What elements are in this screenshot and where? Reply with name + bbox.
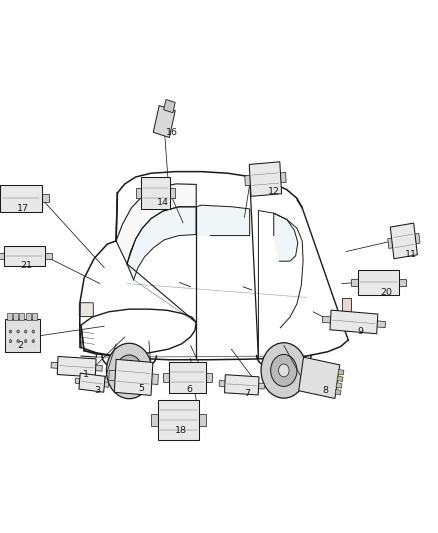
Text: 6: 6 — [186, 385, 192, 393]
Circle shape — [106, 343, 152, 399]
FancyBboxPatch shape — [7, 313, 11, 320]
FancyBboxPatch shape — [32, 313, 37, 320]
Text: 7: 7 — [244, 389, 250, 398]
FancyBboxPatch shape — [322, 316, 332, 323]
Circle shape — [261, 343, 307, 398]
Circle shape — [32, 330, 35, 333]
FancyBboxPatch shape — [198, 414, 206, 426]
Text: 3: 3 — [94, 386, 100, 394]
Circle shape — [17, 330, 19, 333]
FancyBboxPatch shape — [169, 362, 206, 392]
Text: 2: 2 — [17, 341, 23, 350]
FancyBboxPatch shape — [79, 303, 93, 317]
FancyBboxPatch shape — [109, 370, 116, 381]
Text: 17: 17 — [17, 205, 29, 213]
FancyBboxPatch shape — [5, 319, 40, 352]
FancyBboxPatch shape — [351, 279, 359, 286]
FancyBboxPatch shape — [13, 313, 18, 320]
Circle shape — [25, 340, 27, 343]
FancyBboxPatch shape — [20, 313, 25, 320]
Text: 8: 8 — [322, 386, 328, 394]
FancyBboxPatch shape — [338, 369, 344, 375]
FancyBboxPatch shape — [26, 313, 31, 320]
FancyBboxPatch shape — [414, 233, 420, 244]
FancyBboxPatch shape — [95, 365, 102, 371]
FancyBboxPatch shape — [399, 279, 406, 286]
FancyBboxPatch shape — [0, 253, 4, 259]
FancyBboxPatch shape — [335, 389, 341, 395]
FancyBboxPatch shape — [136, 188, 141, 198]
FancyBboxPatch shape — [0, 194, 1, 203]
Circle shape — [271, 354, 297, 386]
FancyBboxPatch shape — [44, 253, 52, 259]
Text: 11: 11 — [405, 251, 417, 259]
FancyBboxPatch shape — [57, 357, 96, 377]
FancyBboxPatch shape — [336, 383, 342, 389]
Text: 9: 9 — [357, 327, 363, 336]
FancyBboxPatch shape — [141, 177, 170, 209]
FancyBboxPatch shape — [337, 376, 343, 382]
Text: 1: 1 — [83, 370, 89, 378]
Circle shape — [25, 330, 27, 333]
FancyBboxPatch shape — [75, 378, 81, 384]
FancyBboxPatch shape — [219, 381, 226, 386]
Circle shape — [9, 330, 12, 333]
FancyBboxPatch shape — [225, 375, 259, 395]
FancyBboxPatch shape — [158, 400, 199, 440]
FancyBboxPatch shape — [388, 238, 393, 248]
FancyBboxPatch shape — [151, 414, 159, 426]
FancyBboxPatch shape — [358, 270, 399, 295]
Circle shape — [32, 340, 35, 343]
FancyBboxPatch shape — [151, 374, 159, 384]
Polygon shape — [116, 184, 196, 264]
FancyBboxPatch shape — [376, 321, 385, 328]
Polygon shape — [196, 205, 250, 236]
FancyBboxPatch shape — [163, 373, 170, 382]
FancyBboxPatch shape — [170, 188, 175, 198]
FancyBboxPatch shape — [79, 373, 105, 392]
FancyBboxPatch shape — [114, 359, 153, 395]
Text: 20: 20 — [380, 288, 392, 296]
Text: 21: 21 — [20, 261, 32, 270]
Circle shape — [124, 365, 134, 377]
FancyBboxPatch shape — [258, 383, 265, 389]
FancyBboxPatch shape — [205, 373, 212, 382]
Text: 14: 14 — [157, 198, 169, 207]
FancyBboxPatch shape — [4, 246, 45, 265]
FancyBboxPatch shape — [0, 185, 42, 212]
Text: 5: 5 — [138, 384, 145, 392]
FancyBboxPatch shape — [51, 362, 58, 368]
Circle shape — [116, 355, 142, 387]
Text: 18: 18 — [174, 426, 187, 435]
Polygon shape — [127, 207, 196, 280]
FancyBboxPatch shape — [330, 310, 378, 334]
Text: 16: 16 — [166, 128, 178, 136]
Text: 12: 12 — [268, 188, 280, 196]
FancyBboxPatch shape — [249, 162, 282, 196]
Polygon shape — [274, 213, 298, 261]
FancyBboxPatch shape — [245, 175, 251, 185]
FancyBboxPatch shape — [153, 106, 175, 138]
Circle shape — [17, 340, 19, 343]
FancyBboxPatch shape — [390, 223, 417, 259]
FancyBboxPatch shape — [41, 194, 49, 203]
FancyBboxPatch shape — [299, 357, 340, 399]
FancyBboxPatch shape — [103, 382, 109, 387]
Circle shape — [279, 364, 289, 377]
FancyBboxPatch shape — [280, 173, 286, 183]
FancyBboxPatch shape — [164, 100, 175, 112]
FancyBboxPatch shape — [342, 298, 351, 321]
Circle shape — [9, 340, 12, 343]
